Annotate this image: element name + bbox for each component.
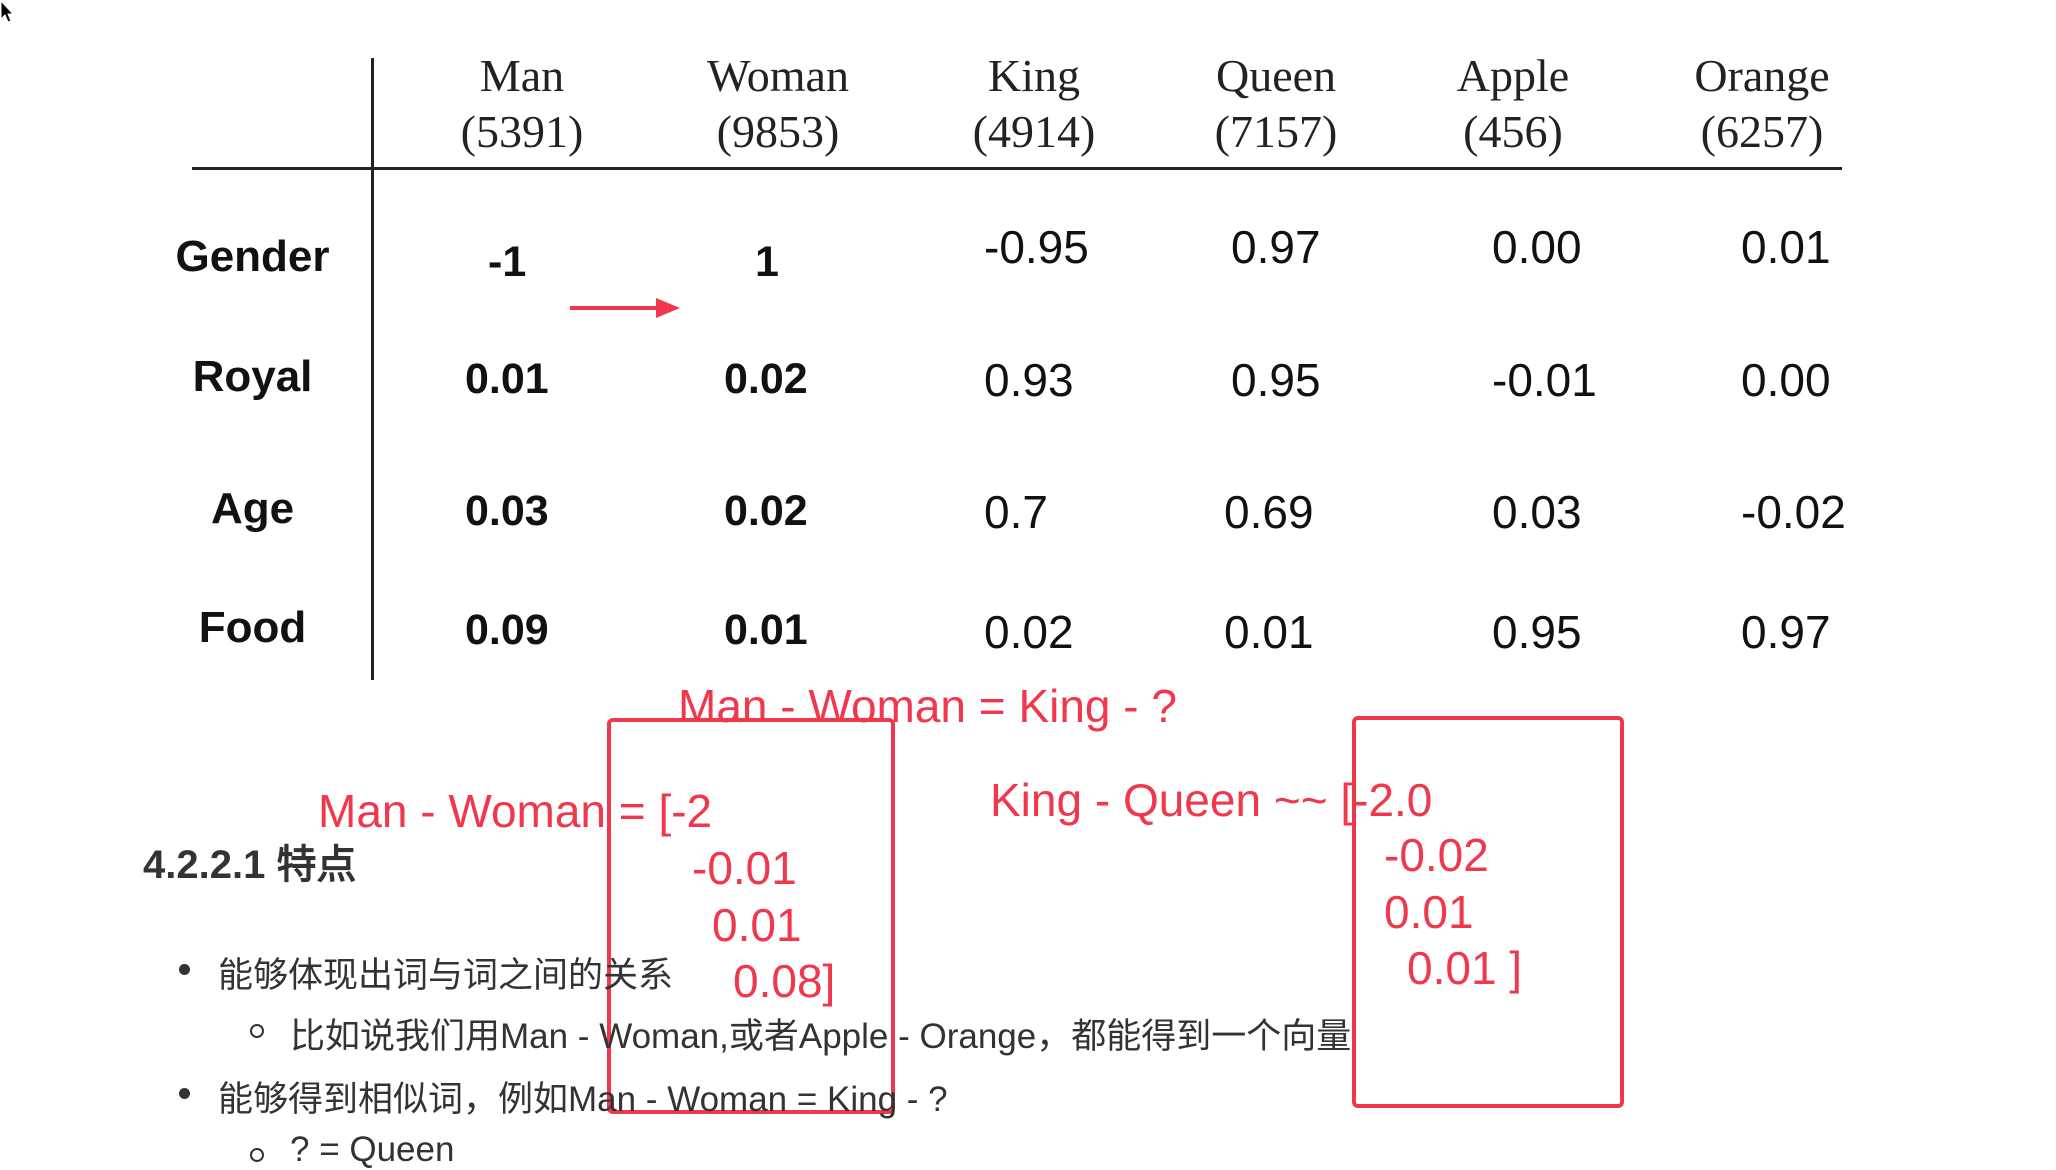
table-cell: 0.09 <box>465 606 549 654</box>
table-vertical-rule <box>371 58 374 680</box>
column-header-woman: Woman (9853) <box>707 50 849 157</box>
table-cell: 0.95 <box>1492 606 1582 658</box>
table-cell: 0.01 <box>724 606 808 654</box>
list-item: ? = Queen <box>290 1130 455 1169</box>
column-header-king: King (4914) <box>972 50 1096 157</box>
table-cell: -1 <box>488 238 527 286</box>
row-header-gender: Gender <box>175 232 330 281</box>
table-cell: 0.00 <box>1492 221 1582 273</box>
table-cell: 0.7 <box>984 486 1048 538</box>
table-cell: 0.95 <box>1231 354 1321 406</box>
man-woman-vector-value: 0.08] <box>733 955 836 1007</box>
table-cell: 0.03 <box>465 487 549 535</box>
row-header-food: Food <box>198 603 307 652</box>
row-header-age: Age <box>210 484 295 533</box>
table-cell: -0.02 <box>1741 486 1846 538</box>
table-cell: 0.00 <box>1741 354 1831 406</box>
man-woman-vector-label: Man - Woman = [-2 <box>318 785 713 837</box>
list-item: 能够得到相似词，例如Man - Woman = King - ? <box>218 1080 948 1119</box>
table-cell: 0.01 <box>1741 221 1831 273</box>
man-woman-highlight-box <box>607 718 895 1114</box>
table-cell: 0.97 <box>1741 606 1831 658</box>
mouse-cursor-icon <box>0 0 14 23</box>
table-cell: 1 <box>755 238 779 286</box>
bullet-dot <box>179 964 190 975</box>
table-header-rule <box>192 167 1842 170</box>
column-header-man: Man (5391) <box>460 50 584 157</box>
table-cell: -0.01 <box>1492 354 1597 406</box>
arrow-right-icon <box>570 298 680 318</box>
table-cell: 0.93 <box>984 354 1074 406</box>
man-woman-vector-value: -0.01 <box>692 842 797 894</box>
sub-bullet-dot <box>250 1148 264 1162</box>
list-item: 比如说我们用Man - Woman,或者Apple - Orange，都能得到一… <box>290 1017 1352 1056</box>
table-cell: 0.02 <box>724 487 808 535</box>
table-cell: 0.97 <box>1231 221 1321 273</box>
king-queen-highlight-box <box>1352 716 1624 1108</box>
column-header-apple: Apple (456) <box>1456 50 1570 157</box>
table-cell: 0.69 <box>1224 486 1314 538</box>
bullet-dot <box>179 1088 190 1099</box>
analogy-annotation: Man - Woman = King - ? <box>678 680 1177 732</box>
table-cell: 0.01 <box>1224 606 1314 658</box>
row-header-royal: Royal <box>192 352 313 401</box>
king-queen-vector-value: 0.01 <box>1384 886 1474 938</box>
section-heading: 4.2.2.1 特点 <box>143 843 357 887</box>
table-cell: 0.02 <box>984 606 1074 658</box>
column-header-queen: Queen (7157) <box>1214 50 1338 157</box>
sub-bullet-dot <box>250 1024 264 1038</box>
table-cell: -0.95 <box>984 221 1089 273</box>
king-queen-vector-value: 0.01 ] <box>1407 942 1523 994</box>
king-queen-vector-value: -0.02 <box>1384 829 1489 881</box>
table-cell: 0.03 <box>1492 486 1582 538</box>
column-header-orange: Orange (6257) <box>1694 50 1830 157</box>
king-queen-vector-label: King - Queen ~~ [-2.0 <box>990 774 1433 826</box>
table-cell: 0.01 <box>465 355 549 403</box>
man-woman-vector-value: 0.01 <box>712 899 802 951</box>
table-cell: 0.02 <box>724 355 808 403</box>
list-item: 能够体现出词与词之间的关系 <box>218 956 674 995</box>
